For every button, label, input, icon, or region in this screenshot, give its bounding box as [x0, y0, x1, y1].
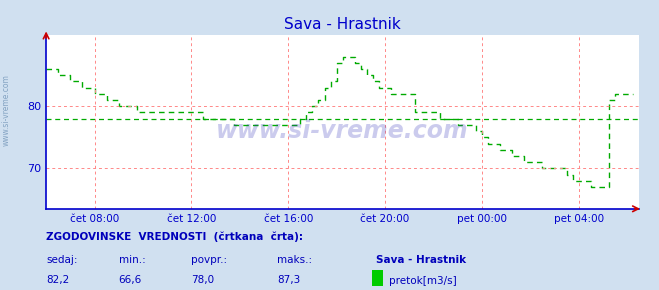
Text: www.si-vreme.com: www.si-vreme.com [1, 74, 11, 146]
Text: povpr.:: povpr.: [191, 255, 227, 265]
Text: pretok[m3/s]: pretok[m3/s] [389, 276, 457, 285]
Text: 87,3: 87,3 [277, 276, 300, 285]
Text: 66,6: 66,6 [119, 276, 142, 285]
Text: maks.:: maks.: [277, 255, 312, 265]
Text: 82,2: 82,2 [46, 276, 69, 285]
Text: min.:: min.: [119, 255, 146, 265]
Text: 78,0: 78,0 [191, 276, 214, 285]
Text: ZGODOVINSKE  VREDNOSTI  (črtkana  črta):: ZGODOVINSKE VREDNOSTI (črtkana črta): [46, 232, 303, 242]
Text: www.si-vreme.com: www.si-vreme.com [216, 119, 469, 142]
Text: sedaj:: sedaj: [46, 255, 78, 265]
Text: Sava - Hrastnik: Sava - Hrastnik [376, 255, 466, 265]
Title: Sava - Hrastnik: Sava - Hrastnik [284, 17, 401, 32]
